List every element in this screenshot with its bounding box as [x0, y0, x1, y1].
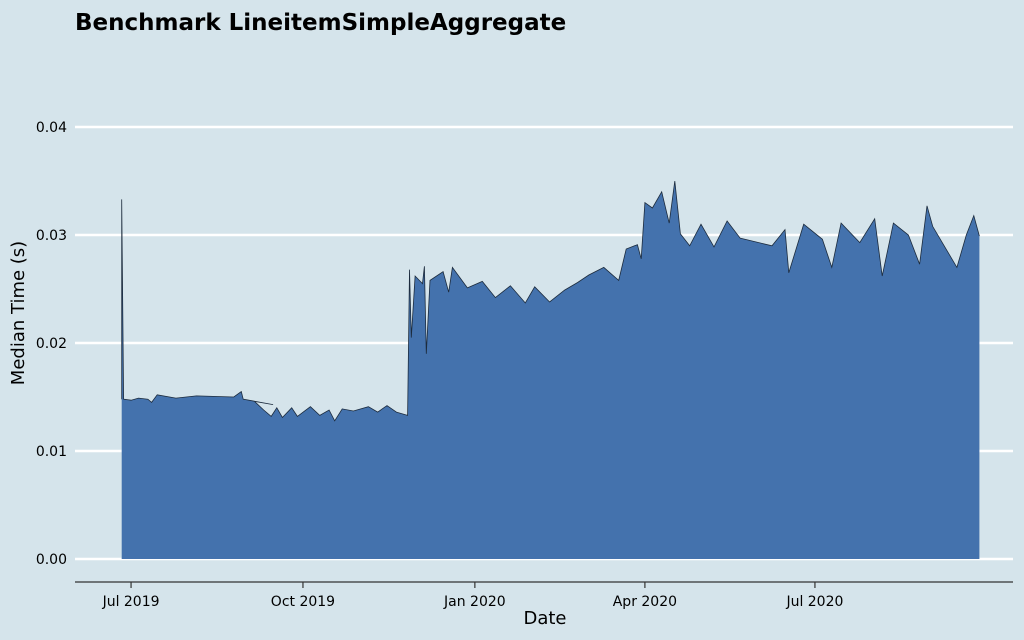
x-axis-label: Date: [523, 608, 566, 629]
y-tick-label: 0.04: [36, 120, 67, 136]
area-series: [121, 181, 980, 559]
x-tick-labels: Jul 2019 Oct 2019 Jan 2020 Apr 2020 Jul 2020: [102, 582, 843, 610]
y-axis-label: Median Time (s): [8, 241, 29, 385]
y-tick-label: 0.03: [36, 228, 67, 244]
x-tick-label: Apr 2020: [613, 594, 677, 610]
chart-title: Benchmark LineitemSimpleAggregate: [75, 10, 566, 36]
y-tick-label: 0.01: [36, 444, 67, 460]
series-line: [121, 180, 980, 422]
y-tick-labels: 0.00 0.01 0.02 0.03 0.04: [36, 120, 67, 568]
x-tick-label: Jul 2019: [102, 594, 160, 610]
y-tick-label: 0.00: [36, 552, 67, 568]
x-tick-label: Oct 2019: [271, 594, 335, 610]
x-tick-label: Jan 2020: [443, 594, 506, 610]
y-tick-label: 0.02: [36, 336, 67, 352]
x-tick-label: Jul 2020: [785, 594, 843, 610]
